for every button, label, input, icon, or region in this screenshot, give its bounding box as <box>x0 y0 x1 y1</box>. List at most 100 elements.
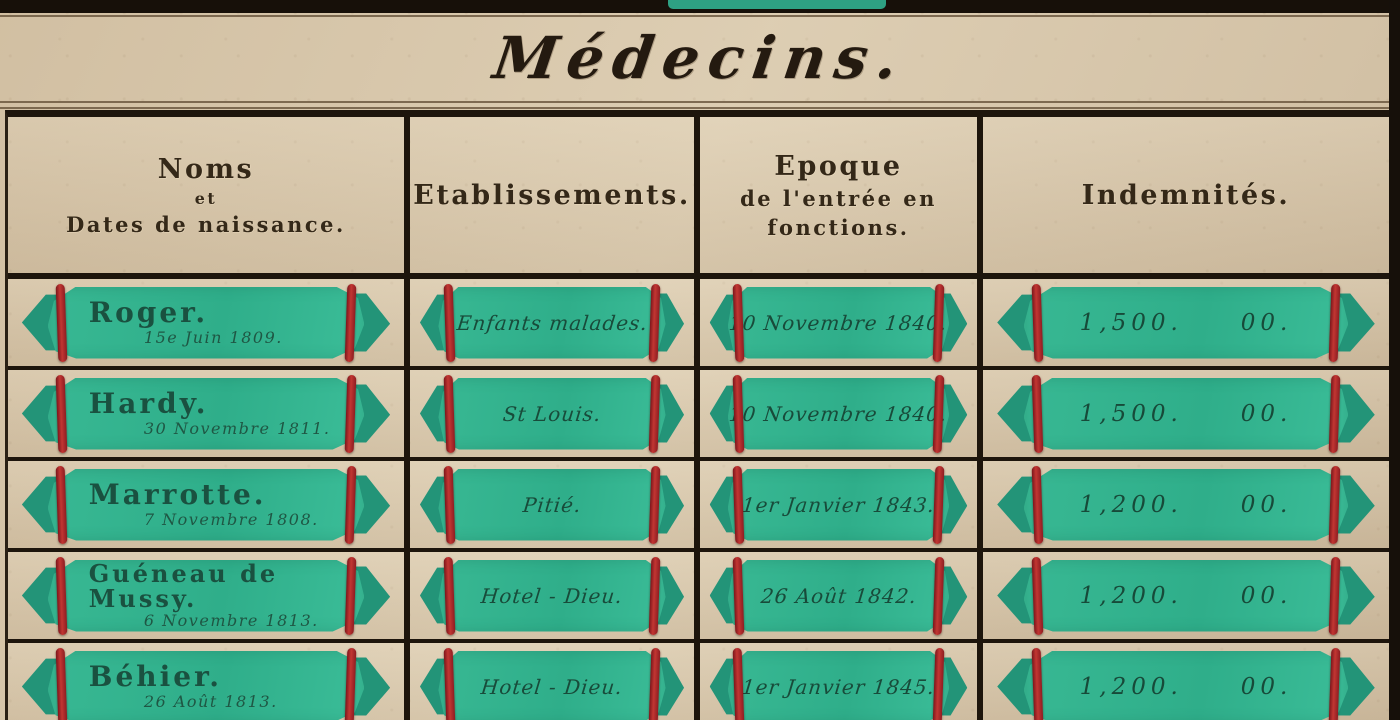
right-page-edge <box>1389 0 1400 720</box>
tag-label: 1,200. 00. <box>1023 468 1349 541</box>
table-row-3-establishment-cell: Pitié. <box>410 461 700 552</box>
doctor-name: Guéneau de Mussy. <box>88 558 279 613</box>
entry-date-tag: 1er Janvier 1845. <box>709 647 968 720</box>
indemnity-amount: 1,200. <box>1079 491 1183 518</box>
table-row-3-indemnity-cell: 1,200. 00. <box>983 461 1389 552</box>
register-table: Noms et Dates de naissance. Etablissemen… <box>5 110 1389 720</box>
entry-date-tag: 1er Janvier 1843. <box>709 465 968 544</box>
tag-label: Marrotte. 7 Novembre 1808. <box>47 468 365 541</box>
tag-label: Hardy. 30 Novembre 1811. <box>47 377 365 450</box>
table-row-1-indemnity-cell: 1,500. 00. <box>983 279 1389 370</box>
header-line: Etablissements. <box>413 179 691 211</box>
doctor-name: Béhier. <box>88 660 223 694</box>
tag-label: Hotel - Dieu. <box>438 559 666 632</box>
header-line: Epoque <box>774 150 903 182</box>
name-tag: Hardy. 30 Novembre 1811. <box>21 374 391 453</box>
tag-label: 1er Janvier 1843. <box>727 468 950 541</box>
doctor-name: Hardy. <box>88 387 209 421</box>
tag-label: 1er Janvier 1845. <box>727 650 950 720</box>
table-row-4-indemnity-cell: 1,200. 00. <box>983 552 1389 643</box>
tag-label: Hotel - Dieu. <box>438 650 666 720</box>
birth-date: 15e Juin 1809. <box>143 327 283 347</box>
tag-label: 10 Novembre 1840. <box>727 377 950 450</box>
table-row-2-establishment-cell: St Louis. <box>410 370 700 461</box>
entry-date-tag: 10 Novembre 1840. <box>709 374 968 453</box>
indemnity-cents: 00. <box>1240 673 1293 700</box>
table-row-3-entry-cell: 1er Janvier 1843. <box>700 461 983 552</box>
tag-label: Béhier. 26 Août 1813. <box>47 650 365 720</box>
header-line: et <box>194 188 218 208</box>
establishment-tag: Pitié. <box>419 465 685 544</box>
table-row-4-entry-cell: 26 Août 1842. <box>700 552 983 643</box>
establishment-tag: Hotel - Dieu. <box>419 556 685 635</box>
tag-label: Pitié. <box>438 468 666 541</box>
top-edge-tag-sliver <box>668 0 886 9</box>
name-tag: Béhier. 26 Août 1813. <box>21 647 391 720</box>
indemnity-tag: 1,200. 00. <box>997 556 1375 635</box>
indemnity-cents: 00. <box>1240 491 1293 518</box>
table-row-5-entry-cell: 1er Janvier 1845. <box>700 643 983 720</box>
establishment-name: Hotel - Dieu. <box>479 674 625 699</box>
tag-label: 1,200. 00. <box>1023 650 1349 720</box>
title-block: Médecins. <box>0 16 1400 100</box>
birth-date: 26 Août 1813. <box>143 691 278 711</box>
indemnity-cents: 00. <box>1240 400 1293 427</box>
establishment-name: Enfants malades. <box>455 310 649 335</box>
tag-label: 10 Novembre 1840. <box>727 286 950 359</box>
column-header-names: Noms et Dates de naissance. <box>8 117 410 279</box>
establishment-tag: St Louis. <box>419 374 685 453</box>
indemnity-amount: 1,200. <box>1079 673 1183 700</box>
column-header-indemnites: Indemnités. <box>983 117 1389 279</box>
establishment-name: Pitié. <box>521 492 583 517</box>
table-row-2-name-cell: Hardy. 30 Novembre 1811. <box>8 370 410 461</box>
birth-date: 30 Novembre 1811. <box>143 418 331 438</box>
entry-date-tag: 26 Août 1842. <box>709 556 968 635</box>
table-row-4-establishment-cell: Hotel - Dieu. <box>410 552 700 643</box>
indemnity-tag: 1,200. 00. <box>997 647 1375 720</box>
page-title: Médecins. <box>489 24 911 92</box>
rule-line-under-title-2 <box>0 107 1400 109</box>
header-line: Indemnités. <box>1081 179 1291 211</box>
establishment-name: St Louis. <box>501 401 603 426</box>
entry-date: 10 Novembre 1840. <box>728 310 949 335</box>
table-row-2-entry-cell: 10 Novembre 1840. <box>700 370 983 461</box>
table-row-3-name-cell: Marrotte. 7 Novembre 1808. <box>8 461 410 552</box>
indemnity-tag: 1,500. 00. <box>997 374 1375 453</box>
name-tag: Guéneau de Mussy. 6 Novembre 1813. <box>21 556 391 635</box>
indemnity-tag: 1,200. 00. <box>997 465 1375 544</box>
table-row-1-entry-cell: 10 Novembre 1840. <box>700 279 983 370</box>
rule-line-top <box>0 15 1400 17</box>
header-line: Dates de naissance. <box>66 211 346 237</box>
entry-date: 1er Janvier 1845. <box>740 674 937 699</box>
table-row-5-establishment-cell: Hotel - Dieu. <box>410 643 700 720</box>
tag-label: Guéneau de Mussy. 6 Novembre 1813. <box>47 558 365 632</box>
header-line: Noms <box>157 153 255 185</box>
indemnity-cents: 00. <box>1240 309 1293 336</box>
entry-date: 10 Novembre 1840. <box>728 401 949 426</box>
tag-label: Enfants malades. <box>438 286 666 359</box>
table-row-2-indemnity-cell: 1,500. 00. <box>983 370 1389 461</box>
birth-date: 7 Novembre 1808. <box>143 509 319 529</box>
table-row-4-name-cell: Guéneau de Mussy. 6 Novembre 1813. <box>8 552 410 643</box>
tag-label: 1,500. 00. <box>1023 286 1349 359</box>
indemnity-amount: 1,500. <box>1079 309 1183 336</box>
top-page-edge <box>0 0 1400 13</box>
indemnity-amount: 1,200. <box>1079 582 1183 609</box>
tag-label: Roger. 15e Juin 1809. <box>47 286 365 359</box>
tag-label: 1,200. 00. <box>1023 559 1349 632</box>
establishment-name: Hotel - Dieu. <box>479 583 625 608</box>
entry-date: 26 Août 1842. <box>759 583 918 608</box>
header-line: fonctions. <box>767 214 910 240</box>
column-header-entry-date: Epoque de l'entrée en fonctions. <box>700 117 983 279</box>
indemnity-tag: 1,500. 00. <box>997 283 1375 362</box>
column-header-establishments: Etablissements. <box>410 117 700 279</box>
table-row-5-indemnity-cell: 1,200. 00. <box>983 643 1389 720</box>
birth-date: 6 Novembre 1813. <box>143 611 319 631</box>
doctor-name: Marrotte. <box>88 478 267 512</box>
table-row-1-name-cell: Roger. 15e Juin 1809. <box>8 279 410 370</box>
establishment-tag: Enfants malades. <box>419 283 685 362</box>
tag-label: 1,500. 00. <box>1023 377 1349 450</box>
doctor-name: Roger. <box>88 296 209 330</box>
indemnity-cents: 00. <box>1240 582 1293 609</box>
